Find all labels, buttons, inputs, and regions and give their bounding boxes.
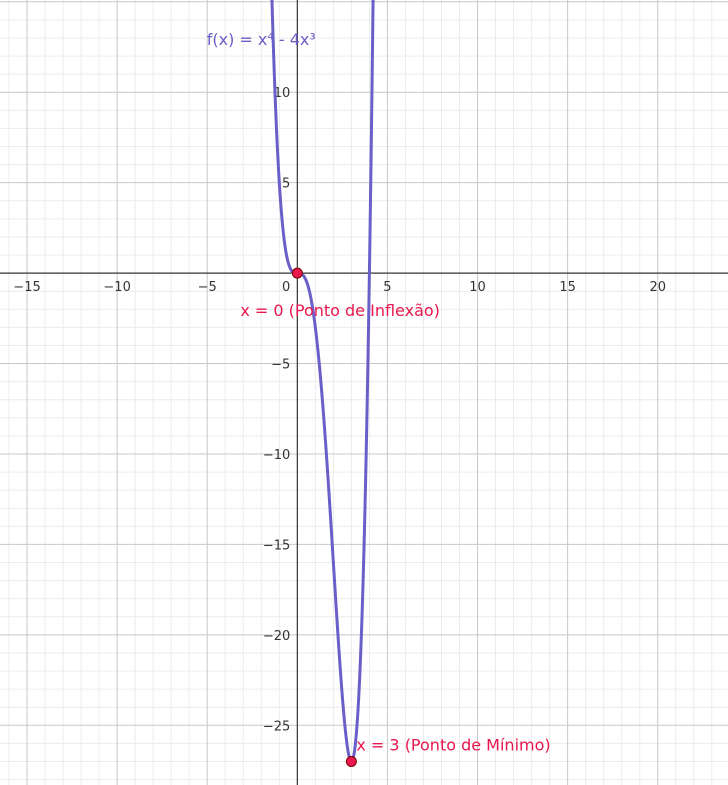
y-tick-label: −25 [263,719,290,734]
y-tick-label: −20 [263,629,290,644]
y-tick-label: 10 [274,86,291,101]
point-marker [345,755,357,767]
y-tick-label: −10 [263,448,290,463]
point-label: x = 3 (Ponto de Mínimo) [356,735,550,754]
tick-labels: −15 −10 −5 5 10 15 20 10 5 −5 −10 −15 −20 −25 0 [13,86,666,734]
y-tick-label: −15 [263,538,290,553]
labels: f(x) = x⁴ - 4x³ x = 0 (Ponto de Inflexão)… [207,30,551,754]
x-tick-label: 5 [383,280,391,295]
x-tick-label: 20 [649,280,666,295]
x-tick-label: 15 [559,280,576,295]
y-tick-label: −5 [271,358,290,373]
y-tick-label: 5 [282,177,290,192]
points [291,267,357,767]
function-curve [270,0,375,763]
curves [270,0,375,763]
point-marker [291,267,303,279]
function-label: f(x) = x⁴ - 4x³ [207,30,316,49]
origin-label: 0 [282,280,290,295]
x-tick-label: −10 [103,280,130,295]
x-tick-label: −15 [13,280,40,295]
point-label: x = 0 (Ponto de Inflexão) [240,301,440,320]
x-tick-label: 10 [469,280,486,295]
x-tick-label: −5 [198,280,217,295]
